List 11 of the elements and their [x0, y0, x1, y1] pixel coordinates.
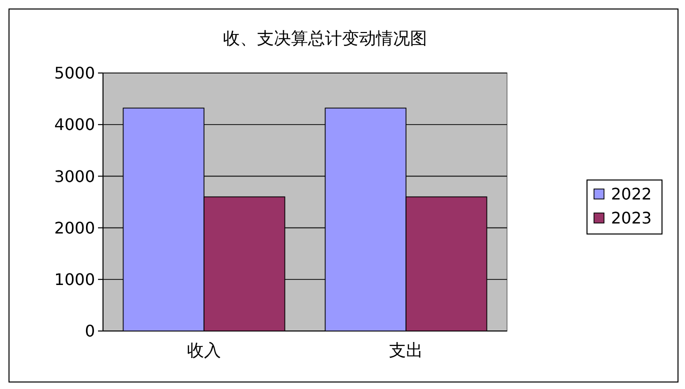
y-tick-label: 1000 — [54, 270, 95, 289]
legend-label: 2023 — [611, 208, 652, 228]
x-tick-label: 支出 — [389, 341, 423, 361]
y-tick-label: 3000 — [54, 166, 95, 186]
chart-title: 收、支决算总计变动情况图 — [223, 29, 427, 49]
y-tick-label: 2000 — [54, 218, 95, 238]
legend-label: 2022 — [611, 184, 652, 204]
x-tick-label: 收入 — [187, 341, 221, 361]
y-tick-label: 5000 — [54, 64, 95, 83]
y-tick-label: 0 — [84, 322, 95, 341]
y-tick-label: 4000 — [54, 115, 95, 134]
